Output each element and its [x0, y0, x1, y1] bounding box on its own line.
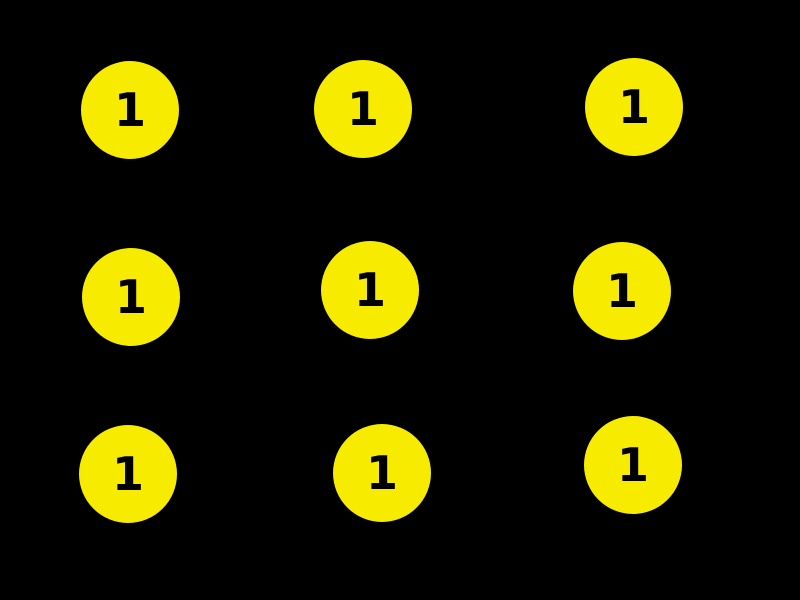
token-r3-c2[interactable]: 1 — [333, 424, 431, 522]
token-r1-c1[interactable]: 1 — [81, 61, 179, 159]
token-r2-c3[interactable]: 1 — [573, 242, 671, 340]
token-value: 1 — [616, 438, 649, 492]
token-value: 1 — [353, 263, 386, 317]
token-r3-c3[interactable]: 1 — [584, 416, 682, 514]
token-r3-c1[interactable]: 1 — [79, 425, 177, 523]
token-value: 1 — [113, 83, 146, 137]
token-r1-c3[interactable]: 1 — [585, 58, 683, 156]
token-value: 1 — [346, 82, 379, 136]
token-value: 1 — [114, 270, 147, 324]
token-value: 1 — [111, 447, 144, 501]
token-r1-c2[interactable]: 1 — [314, 60, 412, 158]
token-r2-c1[interactable]: 1 — [82, 248, 180, 346]
token-value: 1 — [365, 446, 398, 500]
token-r2-c2[interactable]: 1 — [321, 241, 419, 339]
token-value: 1 — [605, 264, 638, 318]
token-value: 1 — [617, 80, 650, 134]
